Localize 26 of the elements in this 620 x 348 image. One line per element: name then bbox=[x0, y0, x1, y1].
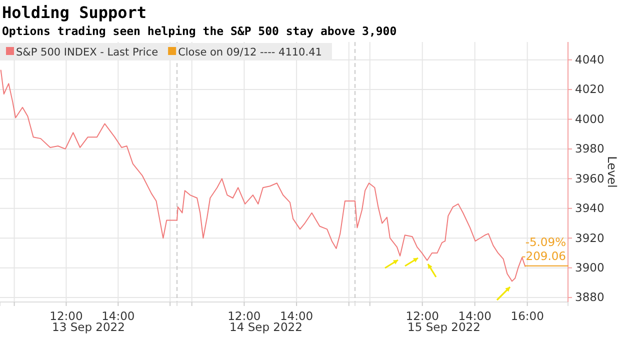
x-tick-label: 16:00 bbox=[510, 308, 544, 323]
y-tick-label: 4040 bbox=[575, 52, 604, 67]
x-tick-label: 12:00 bbox=[406, 308, 439, 323]
annotation: -209.06 bbox=[522, 248, 566, 263]
x-tick-label: 12:00 bbox=[50, 308, 83, 323]
legend-label: S&P 500 INDEX - Last Price bbox=[16, 46, 158, 58]
y-tick-label: 3880 bbox=[575, 290, 604, 304]
annotation: -5.09% bbox=[525, 234, 566, 249]
y-tick-label: 3980 bbox=[575, 142, 604, 156]
x-axis-title: 13 Sep 2022 bbox=[52, 320, 125, 334]
y-tick-label: 3920 bbox=[575, 230, 604, 245]
chart-subtitle: Options trading seen helping the S&P 500 stay above 3,900 bbox=[2, 24, 397, 38]
chart-title: Holding Support bbox=[2, 3, 146, 22]
y-tick-label: 4020 bbox=[575, 82, 604, 96]
y-tick-label: 3900 bbox=[575, 260, 604, 275]
y-axis-title: Level bbox=[605, 156, 619, 188]
x-tick-label: 14:00 bbox=[102, 308, 135, 323]
x-tick-label: 14:00 bbox=[458, 308, 492, 323]
y-tick-label: 3960 bbox=[575, 171, 604, 186]
y-tick-label: 4000 bbox=[575, 112, 604, 126]
legend-label: Close on 09/12 ---- 4110.41 bbox=[178, 46, 322, 58]
x-axis-title: 14 Sep 2022 bbox=[230, 320, 302, 334]
x-tick-label: 12:00 bbox=[228, 308, 261, 323]
y-tick-label: 3940 bbox=[575, 201, 604, 216]
x-axis-title: 15 Sep 2022 bbox=[408, 320, 480, 334]
x-tick-label: 14:00 bbox=[280, 308, 314, 323]
